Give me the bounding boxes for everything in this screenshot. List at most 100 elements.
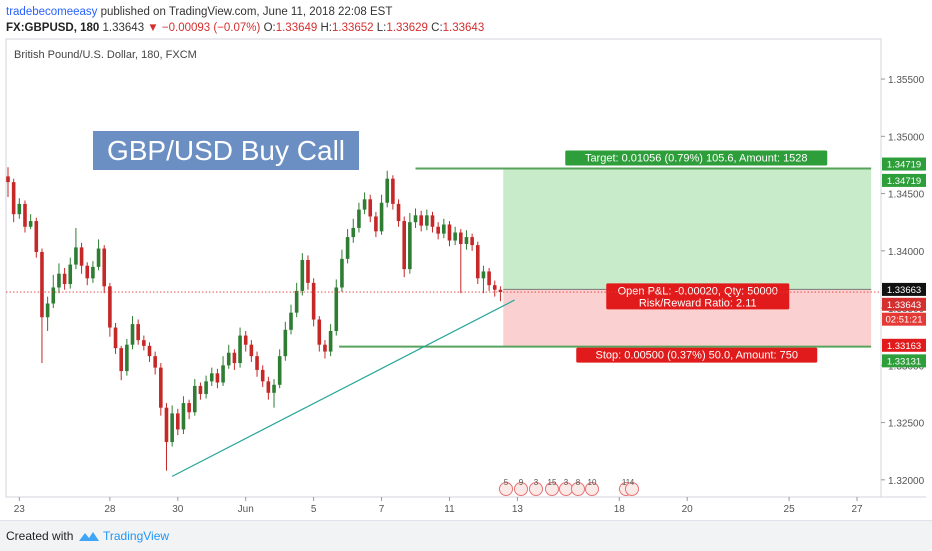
candles-layer — [6, 167, 503, 471]
candle-body — [164, 407, 169, 443]
candle-body — [34, 221, 39, 252]
event-count: 9 — [519, 478, 524, 487]
y-tick-label: 1.34500 — [888, 190, 925, 201]
candle-body — [142, 340, 146, 346]
trendline[interactable] — [171, 299, 515, 477]
candle-body — [492, 285, 497, 290]
candle-body — [311, 282, 316, 320]
candle-body — [351, 227, 356, 238]
low-value: 1.33629 — [386, 22, 428, 34]
x-tick-label: 25 — [784, 504, 796, 515]
candle-body — [306, 259, 310, 283]
economic-events[interactable]: 5 9 3 15 3 8 10 11 4 — [499, 478, 639, 496]
event-count: 15 — [548, 478, 557, 487]
candle-body — [357, 209, 361, 228]
candle-body — [153, 356, 157, 368]
candle-body — [198, 385, 203, 394]
candle-body — [74, 247, 78, 265]
position-tool[interactable]: Target: 0.01056 (0.79%) 105.6, Amount: 1… — [339, 150, 872, 363]
candle-body — [40, 251, 44, 318]
x-tick-label: Jun — [238, 504, 254, 515]
candle-body — [419, 215, 423, 226]
candle-body — [277, 356, 282, 385]
axis-price-text: 1.33663 — [887, 285, 921, 296]
time-axis[interactable]: 23 28 30 Jun 5 7 11 13 18 20 25 27 — [14, 497, 863, 515]
banner-background — [93, 131, 359, 170]
flag-icon[interactable] — [499, 482, 513, 496]
candle-body — [45, 303, 50, 318]
candle-body — [232, 352, 237, 364]
flag-icon[interactable] — [625, 482, 639, 496]
candle-body — [481, 271, 486, 279]
flag-icon[interactable] — [529, 482, 543, 496]
candle-body — [289, 312, 293, 330]
x-tick-label: 13 — [512, 504, 524, 515]
candle-body — [23, 203, 27, 227]
flag-icon[interactable] — [585, 482, 599, 496]
candle-body — [408, 222, 412, 270]
candle-body — [113, 327, 118, 349]
change-value: −0.00093 (−0.07%) — [161, 22, 261, 34]
last-price: 1.33643 — [102, 22, 145, 34]
event-count: 3 — [534, 478, 539, 487]
candle-body — [442, 224, 446, 234]
flag-icon[interactable] — [545, 482, 559, 496]
created-with-text: Created with — [6, 529, 74, 543]
tradingview-brand[interactable]: TradingView — [103, 529, 170, 543]
y-tick-label: 1.32500 — [888, 419, 925, 430]
footer-bar: Created with TradingView — [0, 520, 932, 551]
event-count: 10 — [588, 478, 597, 487]
x-tick-label: 18 — [614, 504, 626, 515]
x-tick-label: 27 — [851, 504, 863, 515]
candle-body — [385, 178, 390, 203]
candle-body — [402, 221, 406, 270]
candle-body — [255, 356, 259, 370]
event-count: 3 — [564, 478, 569, 487]
author-link[interactable]: tradebecomeeasy — [6, 6, 98, 18]
candle-body — [209, 373, 214, 382]
price-axis[interactable]: 1.355001.350001.345001.340001.335001.330… — [881, 75, 925, 487]
candle-body — [436, 226, 440, 234]
event-count: 11 — [622, 478, 631, 487]
profit-zone — [503, 168, 872, 290]
candle-body — [96, 248, 101, 267]
instrument-title: British Pound/U.S. Dollar, 180, FXCM — [14, 49, 197, 61]
candle-body — [62, 273, 67, 285]
candle-body — [187, 403, 191, 413]
high-label: H: — [320, 22, 332, 34]
candle-body — [317, 319, 322, 345]
axis-price-tag — [882, 312, 926, 326]
candle-body — [334, 287, 339, 331]
price-chart[interactable]: Target: 0.01056 (0.79%) 105.6, Amount: 1… — [0, 0, 932, 520]
candle-body — [221, 365, 225, 383]
candle-body — [459, 232, 463, 244]
candle-body — [362, 199, 367, 210]
axis-price-text: 1.33131 — [887, 356, 921, 367]
stop-label: Stop: 0.00500 (0.37%) 50.0, Amount: 750 — [596, 350, 798, 362]
candle-body — [170, 413, 174, 443]
axis-price-text: 1.33163 — [887, 341, 921, 352]
candle-body — [176, 413, 180, 430]
candle-body — [266, 381, 271, 393]
low-label: L: — [376, 22, 387, 34]
x-tick-label: 7 — [379, 504, 385, 515]
candle-body — [119, 348, 123, 372]
candle-body — [181, 403, 186, 430]
down-arrow-icon: ▼ — [147, 22, 159, 34]
candle-body — [249, 344, 254, 357]
flag-icon[interactable] — [571, 482, 585, 496]
candle-body — [294, 290, 299, 313]
candle-body — [487, 271, 491, 286]
axis-price-tag — [882, 173, 926, 187]
candle-body — [300, 259, 305, 291]
candle-body — [79, 247, 84, 266]
close-value: 1.33643 — [442, 22, 485, 34]
candle-body — [430, 215, 435, 227]
candle-body — [323, 344, 327, 352]
flag-icon[interactable] — [514, 482, 528, 496]
x-tick-label: 11 — [444, 504, 455, 515]
candle-body — [345, 237, 350, 259]
pnl-label-box — [606, 283, 790, 310]
risk-reward-label: Risk/Reward Ratio: 2.11 — [639, 297, 757, 309]
x-tick-label: 28 — [104, 504, 116, 515]
